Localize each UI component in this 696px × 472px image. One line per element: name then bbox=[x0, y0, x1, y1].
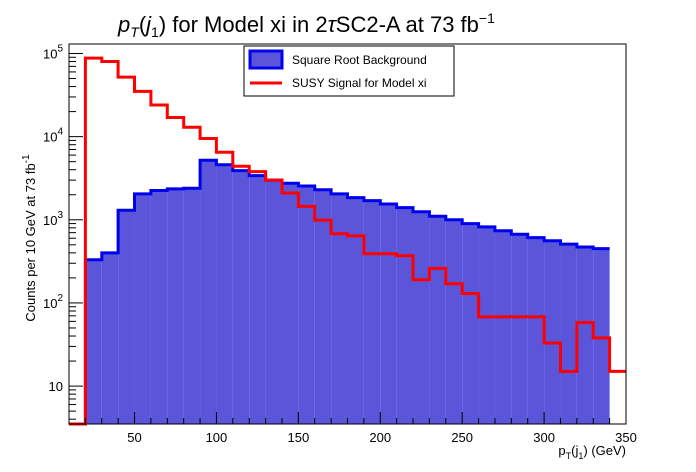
background-bin bbox=[462, 223, 479, 424]
legend-background-label: Square Root Background bbox=[292, 53, 427, 67]
signal-line bbox=[69, 56, 626, 426]
background-bin bbox=[101, 252, 119, 424]
x-axis-title-rest: ) (GeV) bbox=[583, 443, 626, 458]
background-bin bbox=[249, 175, 266, 424]
background-bin bbox=[134, 193, 151, 424]
background-bin bbox=[445, 219, 463, 424]
title-t-subscript: T bbox=[130, 24, 140, 40]
background-bin bbox=[527, 237, 545, 424]
title-tau: τ bbox=[328, 12, 338, 37]
x-axis-title-p: p bbox=[558, 443, 565, 458]
title-open-paren: ( bbox=[139, 12, 147, 37]
y-axis-title: Counts per 10 GeV at 73 fb-1 bbox=[21, 154, 38, 322]
legend-signal-label: SUSY Signal for Model xi bbox=[292, 76, 427, 90]
background-bin bbox=[396, 207, 414, 424]
background-bin bbox=[593, 248, 610, 424]
background-bin bbox=[429, 216, 446, 424]
background-bin bbox=[511, 234, 528, 424]
x-axis-title: pT(j1) (GeV) bbox=[558, 443, 626, 461]
background-bin bbox=[331, 193, 348, 424]
background-bin bbox=[200, 160, 217, 424]
x-tick-label: 200 bbox=[369, 430, 391, 445]
signal-histogram bbox=[69, 56, 626, 426]
background-bin bbox=[478, 226, 495, 424]
background-bin bbox=[298, 185, 315, 424]
background-bin bbox=[85, 259, 102, 424]
x-axis-title-open: (j bbox=[571, 443, 578, 458]
y-tick-label: 105 bbox=[43, 43, 63, 61]
background-bin bbox=[363, 200, 381, 424]
x-tick-label: 100 bbox=[206, 430, 228, 445]
legend: Square Root Background SUSY Signal for M… bbox=[243, 45, 455, 97]
background-bin bbox=[183, 188, 201, 424]
background-bin bbox=[281, 183, 299, 424]
background-bin bbox=[413, 211, 430, 424]
background-bin bbox=[216, 164, 233, 425]
background-bin bbox=[265, 180, 282, 424]
x-tick-label: 150 bbox=[288, 430, 310, 445]
background-bin bbox=[544, 240, 561, 424]
title-mid: ) for Model xi in 2 bbox=[159, 12, 328, 37]
background-bin bbox=[494, 230, 512, 424]
background-bin bbox=[150, 190, 168, 424]
x-tick-label: 350 bbox=[615, 430, 637, 445]
y-tick-label: 102 bbox=[43, 293, 63, 311]
x-tick-label: 300 bbox=[533, 430, 555, 445]
title-rest: SC2-A at 73 fb bbox=[336, 12, 479, 37]
background-bin bbox=[118, 210, 135, 424]
background-bin bbox=[232, 170, 250, 424]
background-histogram bbox=[69, 158, 610, 426]
title-superscript: −1 bbox=[479, 10, 495, 26]
y-tick-label: 10 bbox=[49, 379, 63, 394]
y-axis-title-sup: -1 bbox=[21, 154, 32, 163]
title-j: j bbox=[143, 12, 152, 37]
background-bin bbox=[314, 189, 332, 424]
x-tick-label: 250 bbox=[451, 430, 473, 445]
x-tick-label: 50 bbox=[127, 430, 141, 445]
background-bin bbox=[380, 203, 397, 424]
background-bin bbox=[560, 244, 577, 424]
title-one-subscript: 1 bbox=[151, 24, 159, 40]
background-bin bbox=[347, 197, 364, 424]
legend-background-swatch bbox=[248, 49, 284, 70]
background-bin bbox=[167, 188, 184, 424]
y-axis-title-main: Counts per 10 GeV at 73 fb bbox=[23, 163, 38, 321]
x-axis-title-one: 1 bbox=[578, 451, 583, 461]
y-tick-label: 104 bbox=[43, 127, 63, 145]
background-bin bbox=[576, 247, 594, 424]
y-tick-label: 103 bbox=[43, 210, 63, 228]
chart-title: pT(j1) for Model xi in 2τSC2-A at 73 fb−… bbox=[117, 10, 495, 40]
x-axis-title-t: T bbox=[566, 451, 572, 461]
background-outline bbox=[69, 158, 610, 426]
axes: 50 100 150 200 250 300 350 10 102 103 104 105 bbox=[43, 43, 637, 445]
title-p: p bbox=[117, 12, 130, 37]
